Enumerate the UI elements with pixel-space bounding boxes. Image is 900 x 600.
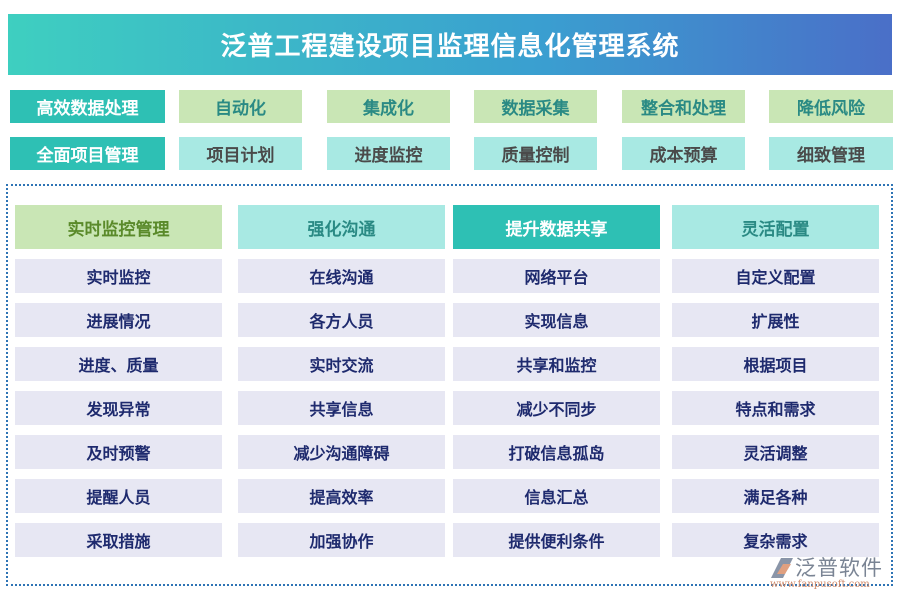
list-item: 提高效率	[238, 479, 445, 513]
column-header: 实时监控管理	[15, 205, 222, 249]
list-item: 扩展性	[672, 303, 879, 337]
list-item: 自定义配置	[672, 259, 879, 293]
list-item: 进展情况	[15, 303, 222, 337]
list-item: 在线沟通	[238, 259, 445, 293]
list-item: 灵活调整	[672, 435, 879, 469]
list-item: 减少沟通障碍	[238, 435, 445, 469]
column-header: 灵活配置	[672, 205, 879, 249]
list-item: 进度、质量	[15, 347, 222, 381]
list-item: 特点和需求	[672, 391, 879, 425]
logo-text: 泛普软件	[795, 556, 883, 580]
column-header: 提升数据共享	[453, 205, 660, 249]
row1-tag: 降低风险	[769, 90, 893, 123]
row1-tag: 高效数据处理	[10, 90, 165, 123]
row2-tag: 质量控制	[474, 137, 597, 170]
feature-column: 强化沟通在线沟通各方人员实时交流共享信息减少沟通障碍 提高效率加强协作	[238, 205, 445, 557]
row1-tag: 整合和处理	[622, 90, 745, 123]
row1-tag: 数据采集	[474, 90, 597, 123]
row2-tag: 成本预算	[622, 137, 745, 170]
feature-column: 实时监控管理实时监控进展情况进度、质量发现异常及时预警提醒人员采取措施	[15, 205, 222, 557]
list-item: 提醒人员	[15, 479, 222, 513]
logo-icon	[771, 558, 793, 578]
fanpu-logo: 泛普软件 www.fanpusoft.com	[765, 552, 895, 592]
feature-panel	[6, 184, 893, 586]
list-item: 共享和监控	[453, 347, 660, 381]
row2-tag: 全面项目管理	[10, 137, 165, 170]
row2-tag: 进度监控	[327, 137, 450, 170]
column-header: 强化沟通	[238, 205, 445, 249]
row2-tag: 细致管理	[769, 137, 893, 170]
list-item: 实时交流	[238, 347, 445, 381]
list-item: 发现异常	[15, 391, 222, 425]
list-item: 满足各种	[672, 479, 879, 513]
list-item: 各方人员	[238, 303, 445, 337]
row2-tag: 项目计划	[179, 137, 302, 170]
page-title: 泛普工程建设项目监理信息化管理系统	[8, 14, 892, 75]
list-item: 网络平台	[453, 259, 660, 293]
list-item: 共享信息	[238, 391, 445, 425]
list-item: 及时预警	[15, 435, 222, 469]
feature-column: 灵活配置自定义配置扩展性根据项目特点和需求灵活调整满足各种复杂需求	[672, 205, 879, 557]
list-item: 减少不同步	[453, 391, 660, 425]
row1-tag: 自动化	[179, 90, 302, 123]
list-item: 加强协作	[238, 523, 445, 557]
feature-column: 提升数据共享网络平台实现信息共享和监控减少不同步打破信息孤岛 信息汇总提供便利条件	[453, 205, 660, 557]
row1-tag: 集成化	[327, 90, 450, 123]
logo-url: www.fanpusoft.com	[770, 579, 870, 590]
list-item: 实时监控	[15, 259, 222, 293]
list-item: 实现信息	[453, 303, 660, 337]
list-item: 采取措施	[15, 523, 222, 557]
list-item: 信息汇总	[453, 479, 660, 513]
list-item: 复杂需求	[672, 523, 879, 557]
list-item: 打破信息孤岛	[453, 435, 660, 469]
list-item: 提供便利条件	[453, 523, 660, 557]
list-item: 根据项目	[672, 347, 879, 381]
